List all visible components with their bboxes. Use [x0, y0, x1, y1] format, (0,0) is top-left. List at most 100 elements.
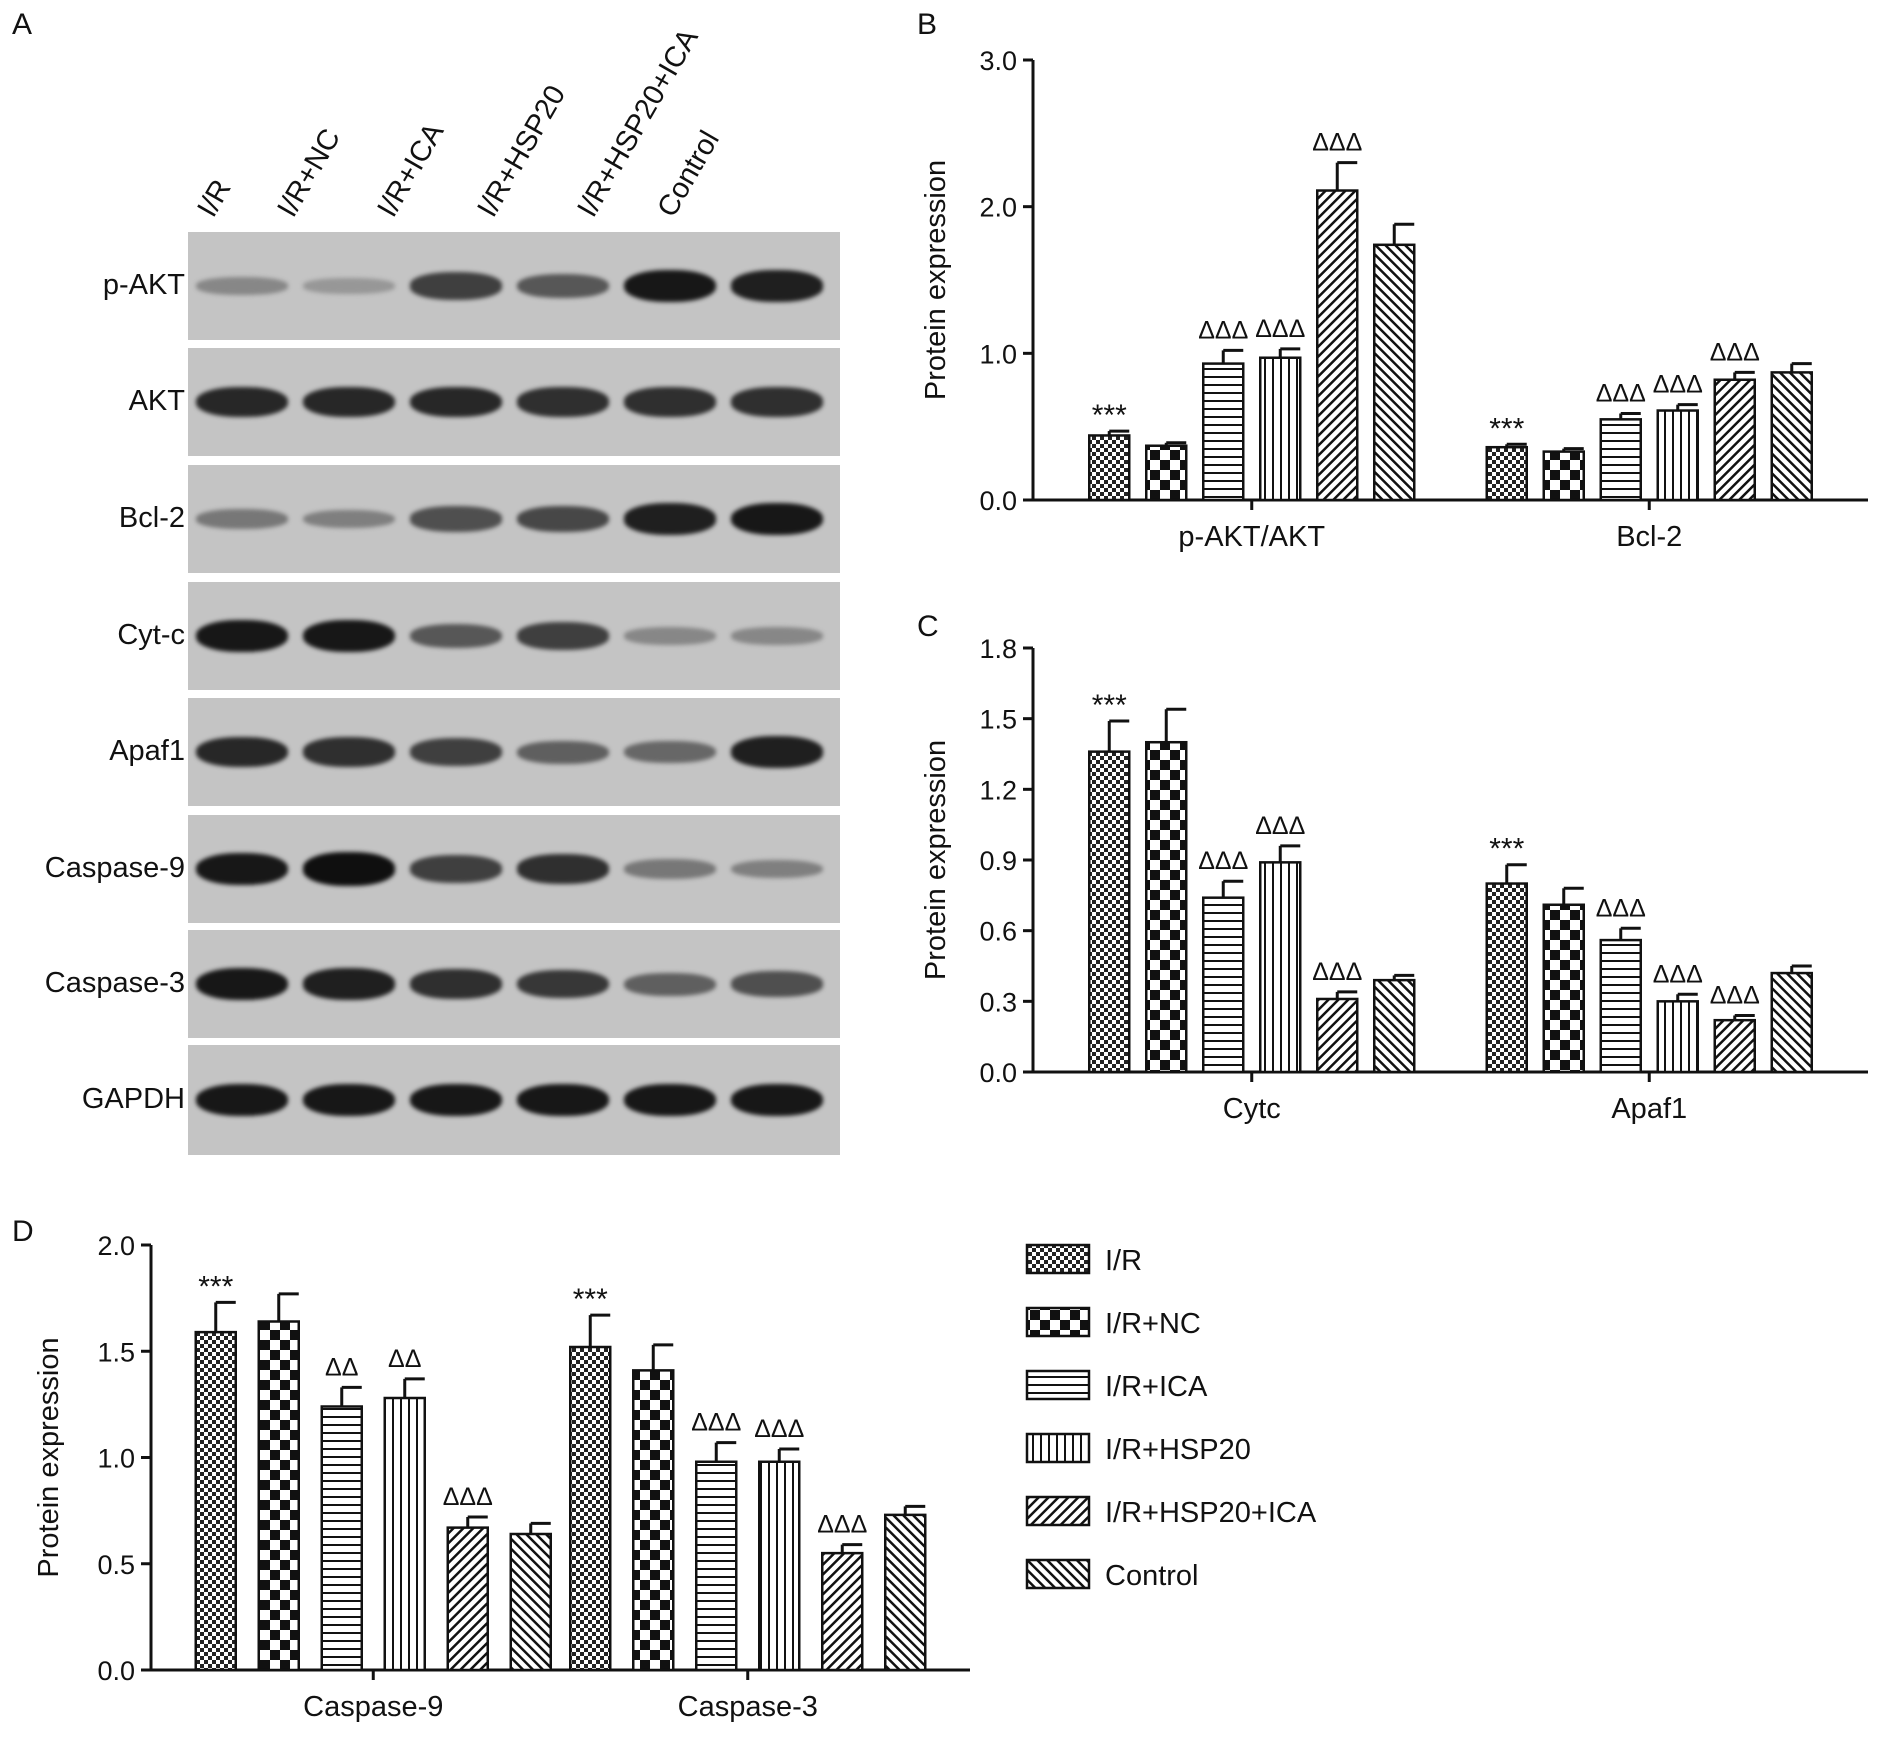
bar — [1259, 861, 1302, 1074]
significance-deltas: ΔΔΔ — [691, 1409, 741, 1437]
blot-band — [731, 387, 823, 417]
significance-deltas: ΔΔ — [388, 1345, 421, 1373]
y-tick-label: 1.8 — [979, 634, 1017, 664]
blot-band — [731, 627, 823, 645]
bar — [1599, 418, 1642, 502]
blot-band — [624, 627, 716, 645]
blot-band — [624, 1083, 716, 1117]
blot-band — [196, 852, 288, 886]
significance-deltas: ΔΔΔ — [1596, 379, 1646, 407]
blot-band — [303, 968, 395, 1000]
bar — [1770, 371, 1813, 502]
blot-band — [731, 1083, 823, 1117]
bar — [1373, 243, 1416, 502]
blot-band — [410, 623, 502, 649]
significance-deltas: ΔΔΔ — [1255, 812, 1305, 840]
blot-strip — [188, 698, 840, 806]
blot-band — [517, 387, 609, 417]
bar — [569, 1345, 612, 1672]
significance-deltas: ΔΔΔ — [817, 1511, 867, 1539]
legend-label: I/R+ICA — [1105, 1371, 1208, 1403]
x-category-label: Apaf1 — [1611, 1093, 1687, 1125]
blot-band — [410, 738, 502, 766]
bar — [1373, 978, 1416, 1074]
bar — [695, 1460, 738, 1672]
blot-row-label: Caspase-3 — [44, 967, 185, 999]
blot-band — [624, 741, 716, 763]
blot-band — [410, 969, 502, 999]
blot-band — [624, 503, 716, 535]
blot-band — [303, 386, 395, 418]
blot-band — [517, 969, 609, 999]
blot-band — [517, 505, 609, 533]
blot-band — [196, 736, 288, 768]
chart-panel-c: 0.0 0.3 0.6 0.9 1.2 1.5 1.8 Protein expression C… — [920, 634, 1868, 1125]
bar — [1316, 189, 1359, 502]
blot-band — [303, 852, 395, 886]
bar — [1088, 434, 1131, 502]
significance-stars: *** — [573, 1283, 608, 1316]
bar — [194, 1330, 237, 1672]
y-tick-label: 2.0 — [979, 193, 1017, 223]
chart-legend: I/R I/R+NC I/R+ICA I/R+HSP20 I/R+HSP20+ICA Co… — [1025, 1243, 1317, 1592]
bar — [257, 1320, 300, 1672]
x-category-label: p-AKT/AKT — [1178, 521, 1325, 553]
legend-swatch — [1025, 1306, 1091, 1338]
blot-row-label: AKT — [128, 385, 185, 417]
significance-stars: *** — [1092, 399, 1127, 432]
blot-band — [517, 854, 609, 884]
y-tick-label: 0.3 — [979, 987, 1017, 1017]
legend-swatch — [1025, 1369, 1091, 1401]
blot-band — [731, 859, 823, 879]
bar — [1599, 938, 1642, 1074]
blot-band — [196, 619, 288, 653]
blot-band — [624, 269, 716, 303]
significance-deltas: ΔΔΔ — [1653, 371, 1703, 399]
y-tick-label: 1.2 — [979, 775, 1017, 805]
blot-band — [303, 737, 395, 767]
x-category-label: Cytc — [1223, 1093, 1281, 1125]
blot-band — [731, 270, 823, 302]
bar — [821, 1551, 864, 1672]
blot-row-label: Cyt-c — [117, 619, 185, 651]
y-tick-label: 3.0 — [979, 46, 1017, 76]
blot-band — [517, 740, 609, 764]
x-category-label: Caspase-9 — [303, 1691, 443, 1723]
x-category-label: Bcl-2 — [1616, 521, 1682, 553]
blot-band — [731, 971, 823, 997]
significance-deltas: ΔΔΔ — [1653, 960, 1703, 988]
legend-swatch — [1025, 1495, 1091, 1527]
blot-band — [303, 619, 395, 653]
significance-deltas: ΔΔΔ — [1198, 847, 1248, 875]
blot-band — [196, 277, 288, 295]
blot-strip — [188, 815, 840, 923]
blot-strip — [188, 348, 840, 456]
blot-band — [410, 506, 502, 532]
y-tick-label: 2.0 — [97, 1231, 135, 1261]
blot-band — [196, 1083, 288, 1117]
significance-deltas: ΔΔΔ — [1710, 338, 1760, 366]
bar — [1485, 445, 1528, 502]
blot-strip — [188, 465, 840, 573]
bar — [1713, 1018, 1756, 1074]
bar — [1259, 356, 1302, 502]
y-tick-label: 0.0 — [979, 1058, 1017, 1088]
panel-letter-a: A — [12, 8, 33, 41]
blot-row-label: GAPDH — [81, 1083, 185, 1115]
bar — [509, 1532, 552, 1672]
significance-stars: *** — [1489, 833, 1524, 866]
significance-deltas: ΔΔΔ — [1312, 129, 1362, 157]
legend-label: I/R — [1105, 1245, 1142, 1277]
bar — [1656, 1000, 1699, 1074]
bar — [1145, 444, 1188, 502]
significance-deltas: ΔΔΔ — [443, 1483, 493, 1511]
bar — [1316, 997, 1359, 1074]
y-tick-label: 1.5 — [979, 705, 1017, 735]
significance-deltas: ΔΔΔ — [1255, 315, 1305, 343]
bar — [1202, 362, 1245, 502]
significance-deltas: ΔΔΔ — [1198, 316, 1248, 344]
bar — [1145, 740, 1188, 1074]
significance-stars: *** — [1489, 412, 1524, 445]
blot-band — [517, 622, 609, 650]
